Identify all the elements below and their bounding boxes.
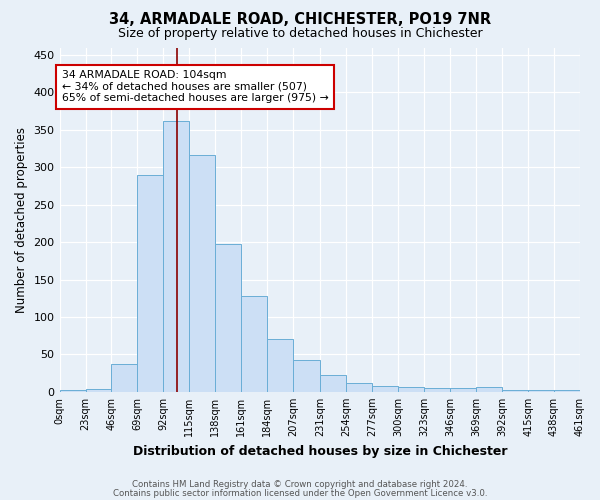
Bar: [424, 388, 450, 392]
Bar: [163, 121, 190, 392]
Y-axis label: Number of detached properties: Number of detached properties: [15, 126, 28, 312]
Bar: [372, 386, 398, 392]
Bar: [241, 296, 267, 392]
Bar: [476, 388, 502, 392]
Bar: [112, 364, 137, 392]
X-axis label: Distribution of detached houses by size in Chichester: Distribution of detached houses by size …: [133, 444, 507, 458]
Text: 34, ARMADALE ROAD, CHICHESTER, PO19 7NR: 34, ARMADALE ROAD, CHICHESTER, PO19 7NR: [109, 12, 491, 28]
Bar: [346, 383, 372, 392]
Bar: [502, 390, 528, 392]
Bar: [137, 174, 163, 392]
Bar: [398, 388, 424, 392]
Bar: [215, 244, 241, 392]
Text: Contains public sector information licensed under the Open Government Licence v3: Contains public sector information licen…: [113, 490, 487, 498]
Bar: [320, 376, 346, 392]
Bar: [59, 390, 86, 392]
Bar: [528, 390, 554, 392]
Text: Contains HM Land Registry data © Crown copyright and database right 2024.: Contains HM Land Registry data © Crown c…: [132, 480, 468, 489]
Bar: [190, 156, 215, 392]
Text: 34 ARMADALE ROAD: 104sqm
← 34% of detached houses are smaller (507)
65% of semi-: 34 ARMADALE ROAD: 104sqm ← 34% of detach…: [62, 70, 329, 103]
Text: Size of property relative to detached houses in Chichester: Size of property relative to detached ho…: [118, 28, 482, 40]
Bar: [86, 389, 112, 392]
Bar: [293, 360, 320, 392]
Bar: [267, 340, 293, 392]
Bar: [554, 390, 580, 392]
Bar: [450, 388, 476, 392]
